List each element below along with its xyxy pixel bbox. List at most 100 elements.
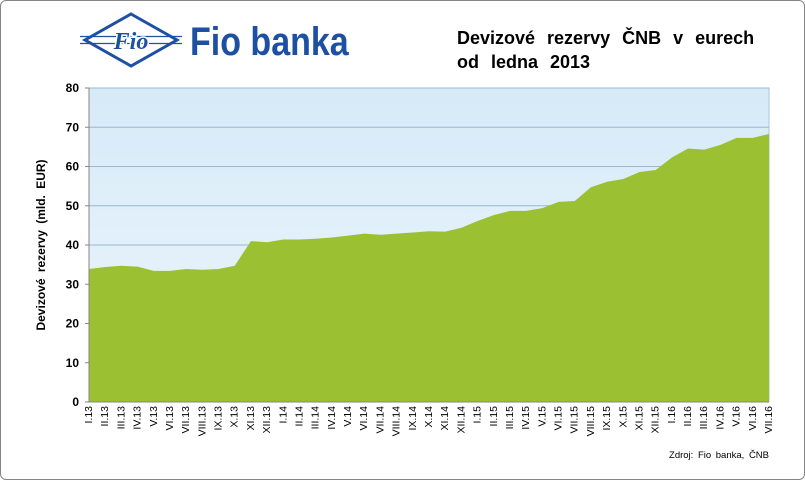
brand-name: Fio banka bbox=[190, 20, 349, 64]
x-tick-label: IX.14 bbox=[407, 406, 419, 431]
data-point bbox=[185, 267, 188, 270]
data-point bbox=[492, 214, 495, 217]
data-point bbox=[541, 207, 544, 210]
data-point bbox=[476, 220, 479, 223]
y-tick-label: 50 bbox=[66, 199, 80, 213]
x-tick-label: VIII.15 bbox=[585, 406, 597, 437]
chart-title-line-1: Devizové rezervy ČNB v eurech bbox=[457, 28, 755, 48]
data-point bbox=[589, 186, 592, 189]
x-tick-label: III.15 bbox=[504, 406, 516, 430]
x-tick-label: IV.16 bbox=[714, 406, 726, 430]
data-point bbox=[444, 230, 447, 233]
y-tick-label: 40 bbox=[66, 238, 80, 252]
y-tick-label: 70 bbox=[66, 120, 80, 134]
data-point bbox=[687, 147, 690, 150]
x-tick-label: VI.15 bbox=[553, 406, 565, 431]
data-point bbox=[525, 209, 528, 212]
y-tick-labels: 0 10 20 30 40 50 60 70 80 bbox=[66, 81, 80, 409]
x-tick-label: XI.13 bbox=[245, 406, 257, 431]
x-tick-label: V.13 bbox=[148, 406, 160, 427]
x-tick-label: I.16 bbox=[666, 406, 678, 424]
data-point bbox=[282, 238, 285, 241]
y-axis-title: Devizové rezervy (mld. EUR) bbox=[34, 159, 48, 330]
data-point bbox=[266, 241, 269, 244]
data-point bbox=[395, 232, 398, 235]
x-tick-labels: I.13 II.13 III.13 IV.13 V.13 VI.13 VII.13 VIII.… bbox=[83, 406, 775, 437]
data-point bbox=[573, 200, 576, 203]
x-tick-label: IX.13 bbox=[213, 406, 225, 431]
x-tick-label: VII.15 bbox=[569, 406, 581, 434]
x-tick-label: XI.14 bbox=[439, 406, 451, 431]
x-tick-label: XII.15 bbox=[650, 406, 662, 434]
y-tick-label: 60 bbox=[66, 160, 80, 174]
logo-text: Fio bbox=[113, 29, 149, 55]
data-point bbox=[606, 180, 609, 183]
data-point bbox=[654, 169, 657, 172]
data-point bbox=[557, 200, 560, 203]
data-point bbox=[201, 268, 204, 271]
x-tick-label: V.16 bbox=[731, 406, 743, 427]
source-note: Zdroj: Fio banka, ČNB bbox=[669, 450, 769, 461]
y-tick-label: 0 bbox=[72, 395, 79, 409]
data-point bbox=[347, 234, 350, 237]
x-tick-label: I.13 bbox=[83, 406, 95, 424]
x-tick-label: V.14 bbox=[342, 406, 354, 427]
fio-logo: Fio bbox=[80, 12, 182, 68]
data-point bbox=[217, 267, 220, 270]
data-point bbox=[249, 240, 252, 243]
x-tick-label: VIII.14 bbox=[391, 406, 403, 437]
logo-diamond bbox=[81, 12, 181, 68]
data-point bbox=[314, 237, 317, 240]
data-point bbox=[363, 232, 366, 235]
data-point bbox=[719, 143, 722, 146]
x-tick-label: X.13 bbox=[229, 406, 241, 428]
data-point bbox=[298, 238, 301, 241]
data-point bbox=[622, 178, 625, 181]
data-point bbox=[428, 230, 431, 233]
x-tick-label: III.13 bbox=[115, 406, 127, 430]
data-point bbox=[508, 209, 511, 212]
chart-title: Devizové rezervy ČNB v eurech od ledna 2… bbox=[457, 26, 754, 74]
x-tick-label: II.14 bbox=[293, 406, 305, 427]
x-tick-label: XI.15 bbox=[633, 406, 645, 431]
data-point bbox=[703, 148, 706, 151]
x-tick-label: VII.16 bbox=[763, 406, 775, 434]
x-tick-label: XII.13 bbox=[261, 406, 273, 434]
data-point bbox=[638, 170, 641, 173]
data-point bbox=[670, 156, 673, 159]
data-point bbox=[735, 136, 738, 139]
data-point bbox=[120, 264, 123, 267]
x-tick-label: IX.15 bbox=[601, 406, 613, 431]
x-tick-label: XII.14 bbox=[455, 406, 467, 434]
data-point bbox=[411, 231, 414, 234]
data-point bbox=[768, 132, 771, 135]
data-point bbox=[379, 233, 382, 236]
x-tick-label: VI.13 bbox=[164, 406, 176, 431]
x-tick-label: II.16 bbox=[682, 406, 694, 427]
x-tick-label: X.14 bbox=[423, 406, 435, 428]
data-point bbox=[233, 264, 236, 267]
series-area bbox=[89, 133, 769, 403]
x-tick-label: II.15 bbox=[488, 406, 500, 427]
x-tick-label: III.16 bbox=[698, 406, 710, 430]
x-tick-label: IV.13 bbox=[132, 406, 144, 430]
data-point bbox=[751, 136, 754, 139]
x-tick-label: I.15 bbox=[472, 406, 484, 424]
data-point bbox=[152, 269, 155, 272]
x-tick-label: VII.13 bbox=[180, 406, 192, 434]
x-tick-label: IV.14 bbox=[326, 406, 338, 430]
y-tick-label: 80 bbox=[66, 81, 80, 95]
x-tick-label: V.15 bbox=[536, 406, 548, 427]
x-tick-label: X.15 bbox=[617, 406, 629, 428]
data-point bbox=[104, 265, 107, 268]
x-tick-label: VI.14 bbox=[358, 406, 370, 431]
data-point bbox=[136, 265, 139, 268]
x-tick-label: VI.16 bbox=[747, 406, 759, 431]
x-tick-label: VII.14 bbox=[374, 406, 386, 434]
x-tick-label: IV.15 bbox=[520, 406, 532, 430]
chart-title-line-2: od ledna 2013 bbox=[457, 52, 591, 72]
x-tick-label: III.14 bbox=[310, 406, 322, 430]
x-tick-label: VIII.13 bbox=[196, 406, 208, 437]
